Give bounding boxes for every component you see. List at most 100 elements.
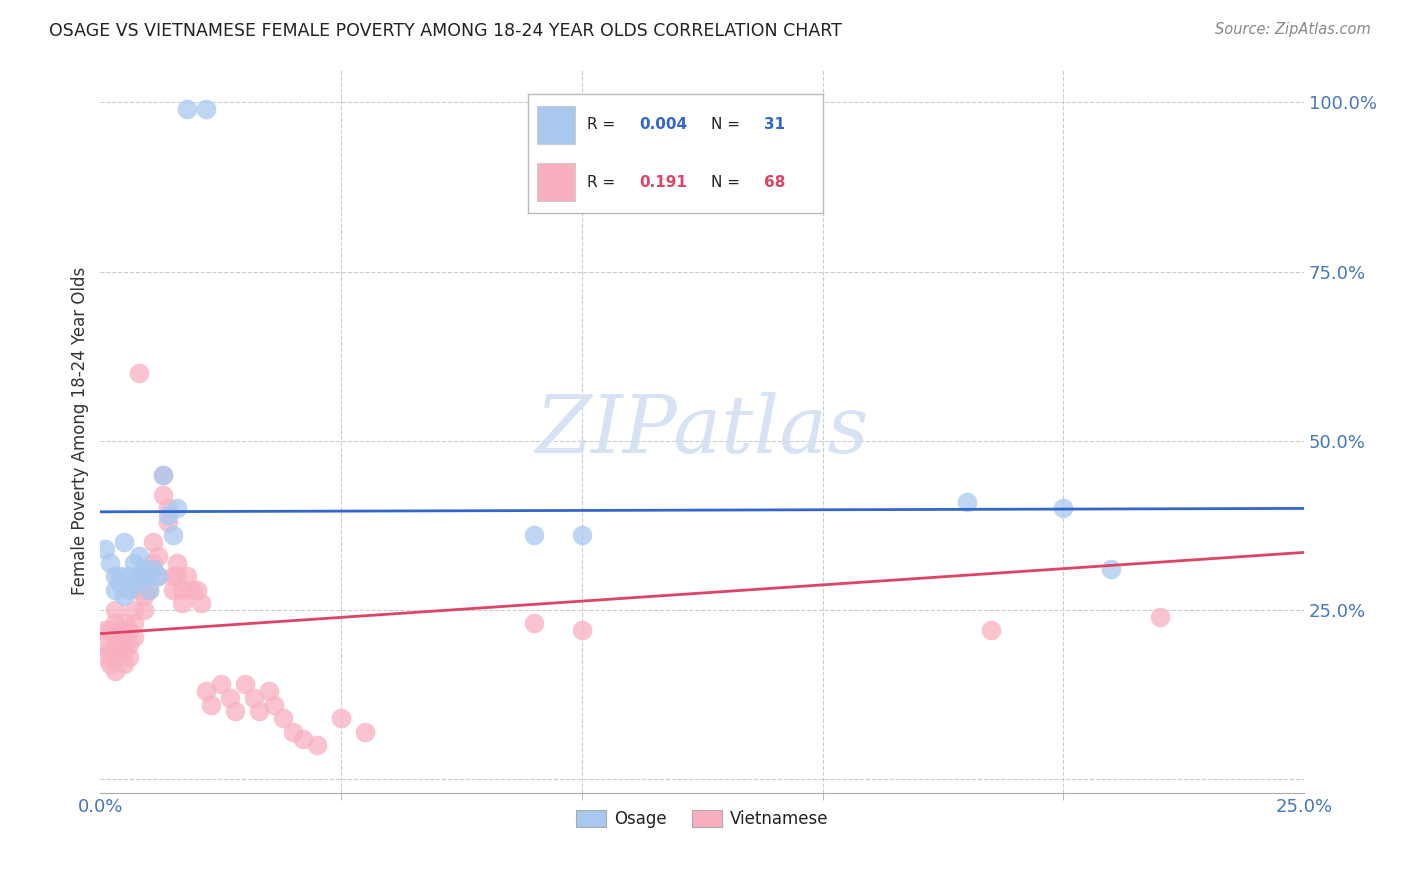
Point [219,690,242,705]
Point [330,711,353,725]
Point [209,677,232,691]
Point [118,637,141,651]
Point [122,616,145,631]
Point [195,684,218,698]
Point [138,582,160,597]
Point [172,596,194,610]
Point [291,731,314,746]
Point [523,616,546,631]
Point [104,650,127,665]
Point [98,657,121,671]
Point [98,556,121,570]
Point [156,501,179,516]
Point [132,590,155,604]
Point [1101,562,1123,576]
Point [112,616,135,631]
Point [132,603,155,617]
Point [162,569,184,583]
Point [94,541,117,556]
Point [1052,501,1074,516]
Point [166,501,188,516]
Text: OSAGE VS VIETNAMESE FEMALE POVERTY AMONG 18-24 YEAR OLDS CORRELATION CHART: OSAGE VS VIETNAMESE FEMALE POVERTY AMONG… [49,22,842,40]
Point [281,724,304,739]
Point [956,494,979,508]
Point [104,603,127,617]
Point [118,569,141,583]
Point [247,705,270,719]
Point [162,528,184,542]
Point [122,630,145,644]
Point [166,556,188,570]
Point [156,515,179,529]
Point [108,630,131,644]
Point [224,705,246,719]
Point [273,711,295,725]
Point [104,664,127,678]
Point [1149,609,1171,624]
Point [980,624,1002,638]
Point [305,739,328,753]
Point [142,535,165,549]
Point [94,637,117,651]
Point [263,698,285,712]
Point [142,556,165,570]
Point [104,582,127,597]
Point [257,684,280,698]
Point [200,698,222,712]
Point [152,467,174,482]
Point [98,643,121,657]
Point [176,569,198,583]
Point [146,549,169,563]
Point [104,637,127,651]
Point [128,582,150,597]
Point [108,575,131,590]
Point [122,556,145,570]
Point [112,590,135,604]
Point [108,624,131,638]
Point [152,467,174,482]
Point [128,549,150,563]
Point [112,535,135,549]
Point [138,569,160,583]
Point [354,724,377,739]
Point [132,569,155,583]
Point [523,528,546,542]
Point [118,650,141,665]
Point [180,582,202,597]
Point [108,569,131,583]
Point [94,650,117,665]
Point [112,643,135,657]
Point [571,624,593,638]
Point [132,562,155,576]
Point [138,569,160,583]
Point [122,603,145,617]
Point [195,102,218,116]
Point [571,528,593,542]
Point [128,366,150,380]
Point [122,575,145,590]
Text: ZIPatlas: ZIPatlas [536,392,869,469]
Point [243,690,266,705]
Point [162,582,184,597]
Point [190,596,212,610]
Point [176,102,198,116]
Point [118,624,141,638]
Point [104,616,127,631]
Point [98,624,121,638]
Text: Source: ZipAtlas.com: Source: ZipAtlas.com [1215,22,1371,37]
Point [146,569,169,583]
Point [108,643,131,657]
Point [142,562,165,576]
Point [128,569,150,583]
Point [156,508,179,523]
Point [186,582,208,597]
Point [138,582,160,597]
Point [118,582,141,597]
Point [94,624,117,638]
Point [172,582,194,597]
Point [166,569,188,583]
Point [112,657,135,671]
Point [146,569,169,583]
Legend: Osage, Vietnamese: Osage, Vietnamese [569,804,835,835]
Point [152,488,174,502]
